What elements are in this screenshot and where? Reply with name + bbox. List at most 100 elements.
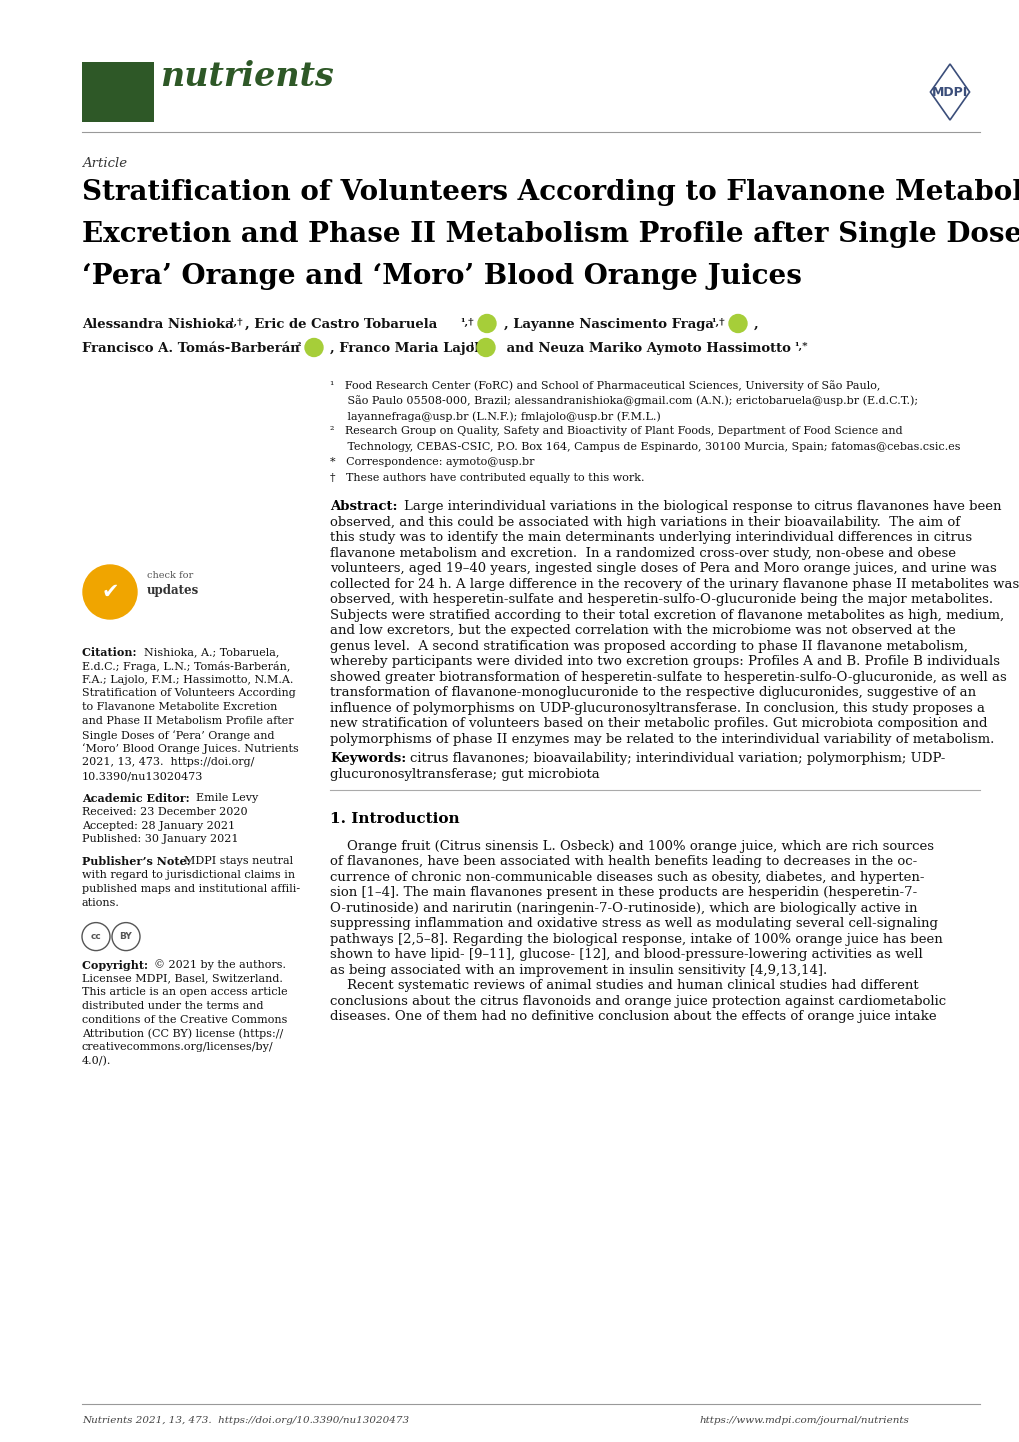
Text: and Neuza Mariko Aymoto Hassimotto: and Neuza Mariko Aymoto Hassimotto: [501, 342, 795, 355]
Text: Received: 23 December 2020: Received: 23 December 2020: [82, 808, 248, 816]
Text: citrus flavanones; bioavailability; interindividual variation; polymorphism; UDP: citrus flavanones; bioavailability; inte…: [410, 753, 945, 766]
Text: Subjects were stratified according to their total excretion of flavanone metabol: Subjects were stratified according to th…: [330, 609, 1003, 622]
Text: observed, with hesperetin-sulfate and hesperetin-sulfo-O-glucuronide being the m: observed, with hesperetin-sulfate and he…: [330, 594, 993, 607]
Text: collected for 24 h. A large difference in the recovery of the urinary flavanone : collected for 24 h. A large difference i…: [330, 578, 1018, 591]
Text: BY: BY: [119, 932, 132, 942]
Text: †   These authors have contributed equally to this work.: † These authors have contributed equally…: [330, 473, 644, 483]
Text: currence of chronic non-communicable diseases such as obesity, diabetes, and hyp: currence of chronic non-communicable dis…: [330, 871, 923, 884]
Text: distributed under the terms and: distributed under the terms and: [82, 1001, 263, 1011]
Text: , Eric de Castro Tobaruela: , Eric de Castro Tobaruela: [245, 319, 441, 332]
Text: sion [1–4]. The main flavanones present in these products are hesperidin (hesper: sion [1–4]. The main flavanones present …: [330, 887, 916, 900]
Text: iD: iD: [483, 322, 490, 326]
Text: © 2021 by the authors.: © 2021 by the authors.: [154, 959, 285, 970]
Circle shape: [477, 339, 494, 356]
Circle shape: [305, 339, 323, 356]
Text: transformation of flavanone-monoglucuronide to the respective diglucuronides, su: transformation of flavanone-monoglucuron…: [330, 686, 975, 699]
Text: Recent systematic reviews of animal studies and human clinical studies had diffe: Recent systematic reviews of animal stud…: [330, 979, 918, 992]
Text: pathways [2,5–8]. Regarding the biological response, intake of 100% orange juice: pathways [2,5–8]. Regarding the biologic…: [330, 933, 942, 946]
Text: ¹: ¹: [469, 342, 473, 350]
Text: Published: 30 January 2021: Published: 30 January 2021: [82, 835, 238, 845]
Text: polymorphisms of phase II enzymes may be related to the interindividual variabil: polymorphisms of phase II enzymes may be…: [330, 733, 994, 746]
Text: Citation:: Citation:: [82, 647, 141, 658]
Text: genus level.  A second stratification was proposed according to phase II flavano: genus level. A second stratification was…: [330, 640, 967, 653]
Text: suppressing inflammation and oxidative stress as well as modulating several cell: suppressing inflammation and oxidative s…: [330, 917, 937, 930]
Text: ,: ,: [753, 319, 758, 332]
Circle shape: [729, 314, 746, 333]
Text: São Paulo 05508-000, Brazil; alessandranishioka@gmail.com (A.N.); erictobaruela@: São Paulo 05508-000, Brazil; alessandran…: [330, 395, 917, 407]
Text: Francisco A. Tomás-Barberán: Francisco A. Tomás-Barberán: [82, 342, 304, 355]
Text: Licensee MDPI, Basel, Switzerland.: Licensee MDPI, Basel, Switzerland.: [82, 973, 282, 983]
Text: ations.: ations.: [82, 898, 120, 908]
Text: Orange fruit (Citrus sinensis L. Osbeck) and 100% orange juice, which are rich s: Orange fruit (Citrus sinensis L. Osbeck)…: [330, 841, 933, 854]
Text: ¹,†: ¹,†: [460, 319, 473, 327]
Text: Copyright:: Copyright:: [82, 959, 152, 970]
Text: conditions of the Creative Commons: conditions of the Creative Commons: [82, 1015, 287, 1025]
Text: iD: iD: [482, 345, 489, 350]
FancyBboxPatch shape: [82, 62, 154, 123]
Text: , Franco Maria Lajolo: , Franco Maria Lajolo: [330, 342, 492, 355]
Text: ¹,*: ¹,*: [793, 342, 807, 350]
Text: cc: cc: [91, 932, 101, 942]
Text: This article is an open access article: This article is an open access article: [82, 988, 287, 998]
Text: Stratification of Volunteers According: Stratification of Volunteers According: [82, 688, 296, 698]
Text: ✔: ✔: [101, 583, 118, 601]
Text: Publisher’s Note:: Publisher’s Note:: [82, 857, 195, 868]
Text: 4.0/).: 4.0/).: [82, 1056, 111, 1067]
Text: nutrients: nutrients: [160, 61, 333, 94]
Text: showed greater biotransformation of hesperetin-sulfate to hesperetin-sulfo-O-glu: showed greater biotransformation of hesp…: [330, 671, 1006, 684]
Text: MDPI: MDPI: [931, 85, 967, 98]
Text: influence of polymorphisms on UDP-glucuronosyltransferase. In conclusion, this s: influence of polymorphisms on UDP-glucur…: [330, 702, 984, 715]
Text: Academic Editor:: Academic Editor:: [82, 793, 194, 805]
Text: Nishioka, A.; Tobaruela,: Nishioka, A.; Tobaruela,: [144, 647, 279, 658]
Text: new stratification of volunteers based on their metabolic profiles. Gut microbio: new stratification of volunteers based o…: [330, 718, 986, 731]
Text: 10.3390/nu13020473: 10.3390/nu13020473: [82, 771, 203, 782]
Text: diseases. One of them had no definitive conclusion about the effects of orange j: diseases. One of them had no definitive …: [330, 1011, 935, 1024]
Text: Stratification of Volunteers According to Flavanone Metabolite: Stratification of Volunteers According t…: [82, 179, 1019, 206]
Text: ¹   Food Research Center (FoRC) and School of Pharmaceutical Sciences, Universit: ¹ Food Research Center (FoRC) and School…: [330, 381, 879, 391]
Text: Article: Article: [82, 157, 127, 170]
Text: Single Doses of ‘Pera’ Orange and: Single Doses of ‘Pera’ Orange and: [82, 730, 274, 741]
Text: F.A.; Lajolo, F.M.; Hassimotto, N.M.A.: F.A.; Lajolo, F.M.; Hassimotto, N.M.A.: [82, 675, 293, 685]
Text: Accepted: 28 January 2021: Accepted: 28 January 2021: [82, 820, 235, 831]
Text: iD: iD: [310, 345, 317, 350]
Text: this study was to identify the main determinants underlying interindividual diff: this study was to identify the main dete…: [330, 532, 971, 545]
Text: *   Correspondence: aymoto@usp.br: * Correspondence: aymoto@usp.br: [330, 457, 534, 467]
Text: conclusions about the citrus flavonoids and orange juice protection against card: conclusions about the citrus flavonoids …: [330, 995, 946, 1008]
Text: ²   Research Group on Quality, Safety and Bioactivity of Plant Foods, Department: ² Research Group on Quality, Safety and …: [330, 427, 902, 437]
Text: updates: updates: [147, 584, 199, 597]
Text: ¹,†: ¹,†: [229, 319, 243, 327]
Text: whereby participants were divided into two excretion groups: Profiles A and B. P: whereby participants were divided into t…: [330, 656, 999, 669]
Text: iD: iD: [734, 322, 741, 326]
Text: 2021, 13, 473.  https://doi.org/: 2021, 13, 473. https://doi.org/: [82, 757, 254, 767]
Text: as being associated with an improvement in insulin sensitivity [4,9,13,14].: as being associated with an improvement …: [330, 965, 826, 978]
Text: published maps and institutional affili-: published maps and institutional affili-: [82, 884, 300, 894]
Text: 1. Introduction: 1. Introduction: [330, 812, 460, 826]
Text: https://www.mdpi.com/journal/nutrients: https://www.mdpi.com/journal/nutrients: [699, 1416, 909, 1425]
Text: of flavanones, have been associated with health benefits leading to decreases in: of flavanones, have been associated with…: [330, 855, 916, 868]
Text: and Phase II Metabolism Profile after: and Phase II Metabolism Profile after: [82, 717, 293, 725]
Text: check for: check for: [147, 571, 193, 580]
Text: Attribution (CC BY) license (https://: Attribution (CC BY) license (https://: [82, 1028, 283, 1040]
Text: Large interindividual variations in the biological response to citrus flavanones: Large interindividual variations in the …: [404, 500, 1001, 513]
Text: Technology, CEBAS-CSIC, P.O. Box 164, Campus de Espinardo, 30100 Murcia, Spain; : Technology, CEBAS-CSIC, P.O. Box 164, Ca…: [330, 443, 960, 451]
Text: , Layanne Nascimento Fraga: , Layanne Nascimento Fraga: [503, 319, 717, 332]
Text: Excretion and Phase II Metabolism Profile after Single Doses of: Excretion and Phase II Metabolism Profil…: [82, 221, 1019, 248]
Text: E.d.C.; Fraga, L.N.; Tomás-Barberán,: E.d.C.; Fraga, L.N.; Tomás-Barberán,: [82, 660, 290, 672]
Text: Abstract:: Abstract:: [330, 500, 397, 513]
Text: volunteers, aged 19–40 years, ingested single doses of Pera and Moro orange juic: volunteers, aged 19–40 years, ingested s…: [330, 562, 996, 575]
Text: Alessandra Nishioka: Alessandra Nishioka: [82, 319, 238, 332]
Text: ‘Moro’ Blood Orange Juices. Nutrients: ‘Moro’ Blood Orange Juices. Nutrients: [82, 744, 299, 754]
Text: MDPI stays neutral: MDPI stays neutral: [183, 857, 292, 867]
Text: ¹,†: ¹,†: [710, 319, 723, 327]
Text: observed, and this could be associated with high variations in their bioavailabi: observed, and this could be associated w…: [330, 516, 959, 529]
Text: with regard to jurisdictional claims in: with regard to jurisdictional claims in: [82, 870, 294, 880]
Text: Keywords:: Keywords:: [330, 753, 406, 766]
Text: layannefraga@usp.br (L.N.F.); fmlajolo@usp.br (F.M.L.): layannefraga@usp.br (L.N.F.); fmlajolo@u…: [330, 411, 660, 421]
Text: Nutrients 2021, 13, 473.  https://doi.org/10.3390/nu13020473: Nutrients 2021, 13, 473. https://doi.org…: [82, 1416, 409, 1425]
Circle shape: [83, 565, 137, 619]
Text: shown to have lipid- [9–11], glucose- [12], and blood-pressure-lowering activiti: shown to have lipid- [9–11], glucose- [1…: [330, 949, 922, 962]
Text: to Flavanone Metabolite Excretion: to Flavanone Metabolite Excretion: [82, 702, 277, 712]
Text: creativecommons.org/licenses/by/: creativecommons.org/licenses/by/: [82, 1043, 273, 1053]
Text: O-rutinoside) and narirutin (naringenin-7-O-rutinoside), which are biologically : O-rutinoside) and narirutin (naringenin-…: [330, 903, 917, 916]
Circle shape: [478, 314, 495, 333]
